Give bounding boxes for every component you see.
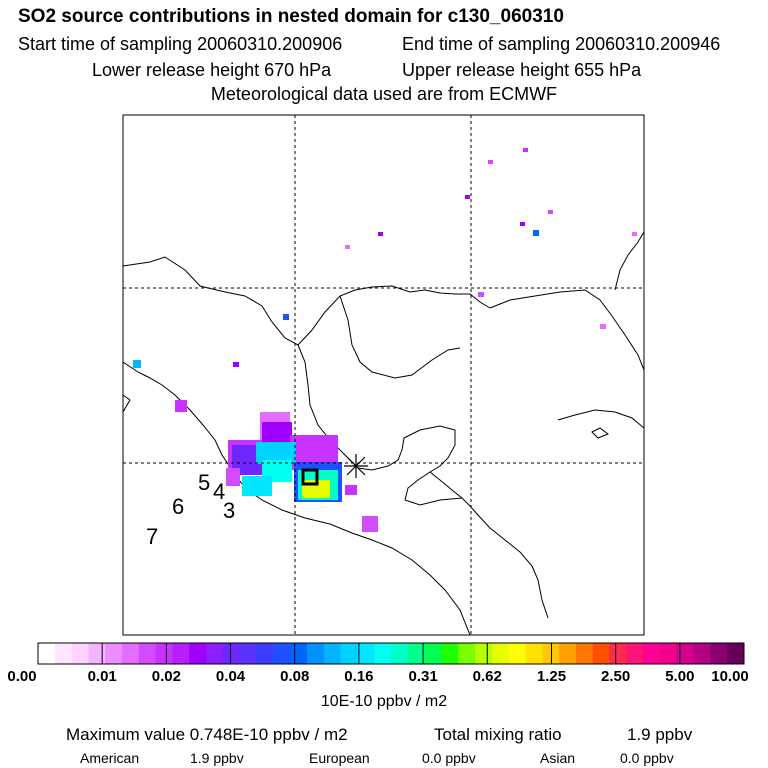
colorbar-swatch: [508, 643, 526, 664]
coastline-mexico-pacific: [123, 256, 491, 635]
colorbar-tick-label: 0.31: [408, 668, 438, 685]
map-frame: [122, 114, 645, 636]
colorbar-swatch: [54, 643, 73, 664]
colorbar-swatch: [306, 643, 325, 664]
region-american-value: 1.9 ppbv: [190, 750, 244, 766]
start-time: Start time of sampling 20060310.200906: [18, 34, 343, 54]
concentration-field: [133, 148, 637, 532]
colorbar-tick-label: 5.00: [665, 668, 695, 685]
colorbar-swatch: [38, 643, 56, 664]
colorbar-swatch: [626, 643, 644, 664]
colorbar-tick-label: 0.08: [280, 668, 310, 685]
colorbar-swatch: [559, 643, 577, 664]
receptor-box: [301, 468, 319, 486]
colorbar-swatch: [273, 643, 291, 664]
colorbar-swatch: [239, 643, 258, 664]
colorbar: [38, 643, 745, 664]
day-labels: 5 4 3 6 7: [146, 470, 235, 549]
colorbar-swatch: [71, 643, 89, 664]
island-caribbean: [591, 427, 610, 439]
colorbar-swatch: [407, 643, 426, 664]
maximum-value: Maximum value 0.748E-10 ppbv / m2: [66, 725, 348, 744]
coastline-central-america: [404, 497, 549, 619]
day-label-4: 4: [213, 479, 225, 504]
colorbar-swatch: [290, 643, 308, 664]
colorbar-swatch: [542, 643, 560, 664]
total-mixing-ratio-value: 1.9 ppbv: [627, 725, 693, 744]
day-label-5: 5: [198, 470, 210, 495]
coastline-florida: [489, 289, 644, 371]
colorbar-unit: 10E-10 ppbv / m2: [320, 693, 448, 710]
colorbar-swatch: [391, 643, 409, 664]
colorbar-swatch: [693, 643, 711, 664]
colorbar-swatch: [491, 643, 510, 664]
colorbar-swatch: [172, 643, 190, 664]
colorbar-frame: [37, 642, 745, 665]
met-data-source: Meteorological data used are from ECMWF: [210, 84, 558, 104]
border-guatemala: [429, 471, 463, 499]
map-title: SO2 source contributions in nested domai…: [18, 6, 564, 27]
colorbar-swatch: [374, 643, 392, 664]
day-label-3: 3: [223, 498, 235, 523]
end-time: End time of sampling 20060310.200946: [402, 34, 721, 54]
colorbar-swatch: [592, 643, 611, 664]
upper-release-height: Upper release height 655 hPa: [402, 60, 642, 80]
coastline-us-east: [614, 231, 644, 291]
grid-lines: [123, 115, 644, 635]
colorbar-swatch: [424, 643, 442, 664]
colorbar-swatch: [659, 643, 678, 664]
colorbar-swatch: [441, 643, 459, 664]
colorbar-swatch: [525, 643, 543, 664]
lower-release-height: Lower release height 670 hPa: [92, 60, 332, 80]
coastline-cuba: [557, 409, 644, 429]
colorbar-swatch: [323, 643, 342, 664]
colorbar-tick-label: 0.01: [87, 668, 117, 685]
total-mixing-ratio-label: Total mixing ratio: [434, 725, 562, 744]
region-european-value: 0.0 ppbv: [422, 750, 476, 766]
colorbar-tick-label: 0.62: [472, 668, 502, 685]
colorbar-swatch: [88, 643, 106, 664]
colorbar-swatch: [458, 643, 476, 664]
region-asian-value: 0.0 ppbv: [620, 750, 674, 766]
coastline-yucatan: [339, 295, 461, 379]
colorbar-tick-label: 2.50: [601, 668, 631, 685]
colorbar-swatch: [710, 643, 728, 664]
colorbar-swatch: [155, 643, 173, 664]
colorbar-tick-label: 0.02: [151, 668, 181, 685]
region-asian-name: Asian: [540, 750, 576, 766]
colorbar-swatch: [727, 643, 745, 664]
colorbar-swatch: [189, 643, 207, 664]
colorbar-swatch: [256, 643, 274, 664]
day-label-7: 7: [146, 524, 158, 549]
colorbar-swatch: [609, 643, 627, 664]
colorbar-swatch: [676, 643, 695, 664]
release-location-star: [344, 454, 368, 478]
colorbar-swatch: [122, 643, 140, 664]
colorbar-swatch: [340, 643, 358, 664]
colorbar-swatch: [222, 643, 241, 664]
coastlines: [123, 231, 644, 635]
colorbar-swatch: [357, 643, 375, 664]
colorbar-swatch: [643, 643, 661, 664]
coastline-baja: [123, 394, 131, 413]
day-label-6: 6: [172, 494, 184, 519]
colorbar-tick-label: 0.16: [344, 668, 374, 685]
region-american-name: American: [80, 750, 140, 766]
region-european-name: European: [309, 750, 370, 766]
colorbar-swatch: [575, 643, 594, 664]
colorbar-tick-label: 10.00: [711, 668, 749, 685]
colorbar-tick-label: 0.04: [215, 668, 246, 685]
colorbar-swatch: [105, 643, 123, 664]
colorbar-swatch: [475, 643, 493, 664]
colorbar-tick-label: 0.00: [7, 668, 37, 685]
coastline-gulf-of-mexico: [297, 344, 456, 501]
colorbar-swatch: [138, 643, 157, 664]
colorbar-tick-label: 1.25: [536, 668, 567, 685]
colorbar-swatch: [206, 643, 224, 664]
